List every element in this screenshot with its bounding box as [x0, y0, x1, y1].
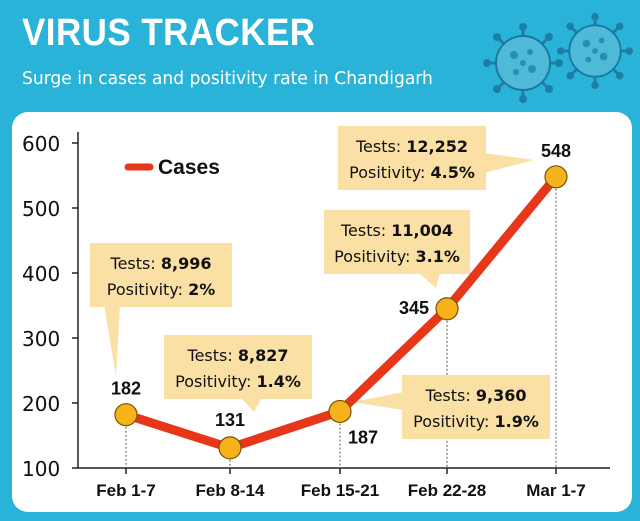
- callout-positivity: Positivity: 1.4%: [175, 372, 301, 391]
- callout-positivity: Positivity: 4.5%: [349, 163, 475, 182]
- x-tick-label: Feb 8-14: [196, 481, 266, 500]
- page-subtitle: Surge in cases and positivity rate in Ch…: [22, 68, 433, 89]
- data-label: 187: [348, 427, 378, 447]
- callout-positivity: Positivity: 2%: [107, 280, 216, 299]
- callout-tests: Tests: 9,360: [425, 386, 527, 405]
- data-point: [114, 403, 138, 427]
- callout-box: [324, 210, 470, 274]
- data-label: 345: [399, 298, 429, 318]
- data-label: 182: [111, 379, 141, 399]
- page-title: VIRUS TRACKER: [22, 12, 316, 54]
- callout-positivity: Positivity: 3.1%: [334, 247, 460, 266]
- callout-pointer: [104, 305, 120, 376]
- callout-pointer: [418, 272, 440, 288]
- data-point: [218, 436, 242, 460]
- x-tick-label: Mar 1-7: [526, 481, 586, 500]
- y-tick-label: 300: [22, 327, 60, 351]
- y-tick-label: 400: [22, 262, 60, 286]
- callout-box: [90, 243, 232, 307]
- callout-pointer: [240, 397, 262, 412]
- y-tick-label: 600: [22, 132, 60, 156]
- callout-box: [164, 335, 312, 399]
- callout-tests: Tests: 8,996: [110, 254, 212, 273]
- y-tick-label: 100: [22, 457, 60, 481]
- legend-label: Cases: [158, 156, 220, 179]
- virus-icon: [483, 23, 563, 103]
- data-point: [328, 399, 352, 424]
- callout-positivity: Positivity: 1.9%: [413, 412, 539, 431]
- x-tick-label: Feb 22-28: [408, 481, 486, 500]
- callout-pointer: [352, 392, 404, 410]
- x-tick-label: Feb 1-7: [96, 481, 156, 500]
- callout-box: [402, 375, 550, 439]
- callout-tests: Tests: 8,827: [187, 346, 289, 365]
- callout-tests: Tests: 11,004: [340, 221, 453, 240]
- y-tick-label: 500: [22, 197, 60, 221]
- y-tick-label: 200: [22, 392, 60, 416]
- data-point: [435, 297, 459, 321]
- data-point: [544, 165, 568, 189]
- data-label: 548: [541, 141, 571, 161]
- callout-box: [338, 126, 486, 190]
- callout-pointer: [484, 153, 534, 173]
- virus-icon: [556, 12, 634, 90]
- callout-tests: Tests: 12,252: [355, 137, 468, 156]
- x-tick-label: Feb 15-21: [301, 481, 379, 500]
- data-label: 131: [215, 410, 245, 430]
